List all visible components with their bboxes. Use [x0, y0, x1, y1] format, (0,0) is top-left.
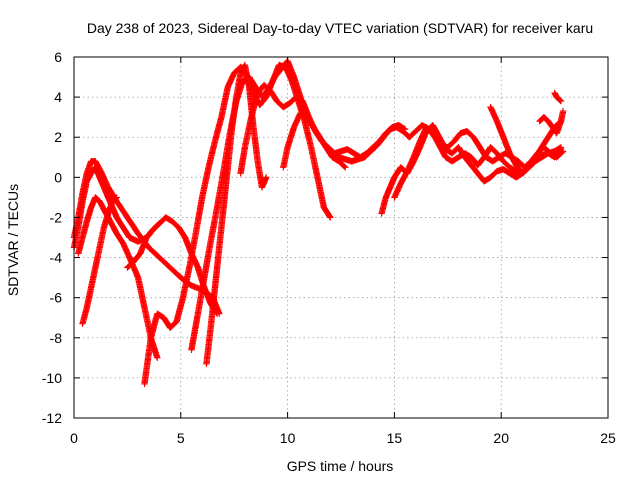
series-track-12	[391, 124, 565, 201]
y-tick-label: 2	[54, 129, 62, 145]
y-tick-label: 4	[54, 89, 62, 105]
y-tick-label: -4	[50, 250, 63, 266]
plot-frame	[73, 56, 609, 419]
y-tick-label: -12	[42, 410, 62, 426]
data-markers	[70, 57, 567, 388]
y-tick-label: -10	[42, 370, 62, 386]
y-axis-label: SDTVAR / TECUs	[5, 184, 21, 296]
marker-trace	[203, 61, 270, 368]
x-tick-label: 25	[600, 430, 616, 446]
y-tick-label: 0	[54, 169, 62, 185]
y-tick-label: -8	[50, 330, 63, 346]
marker-trace	[391, 124, 565, 201]
grid	[74, 57, 608, 418]
marker-trace	[487, 103, 565, 177]
series-track-14	[536, 107, 567, 137]
x-tick-label: 5	[177, 430, 185, 446]
x-tick-label: 15	[387, 430, 403, 446]
x-tick-label: 0	[70, 430, 78, 446]
y-tick-label: 6	[54, 49, 62, 65]
x-tick-label: 20	[493, 430, 509, 446]
series-track-13	[487, 103, 565, 177]
y-tick-label: -6	[50, 290, 63, 306]
series-track-15	[551, 89, 565, 105]
x-tick-label: 10	[280, 430, 296, 446]
series-track-8	[203, 61, 270, 368]
x-axis-label: GPS time / hours	[287, 458, 394, 474]
marker-trace	[536, 107, 567, 137]
chart-title: Day 238 of 2023, Sidereal Day-to-day VTE…	[87, 20, 593, 36]
axis-ticks: 0 5 10 15 20 25 -12 -10 -8 -6 -4 -2 0 2 4 6	[42, 49, 616, 446]
marker-trace	[79, 194, 120, 327]
y-tick-label: -2	[50, 209, 63, 225]
marker-trace	[551, 89, 565, 105]
series-track-3	[79, 194, 120, 327]
